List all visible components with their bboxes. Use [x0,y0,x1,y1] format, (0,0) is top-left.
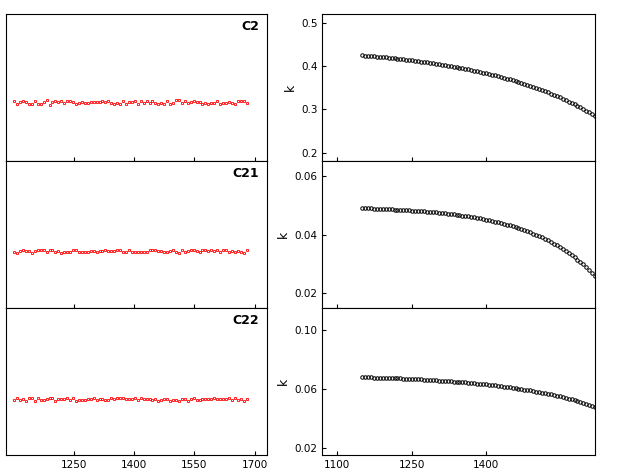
Text: C22: C22 [232,314,259,327]
Y-axis label: k: k [277,231,290,238]
Text: C21: C21 [232,167,259,180]
X-axis label: $\lambda$ (nm): $\lambda$ (nm) [117,182,156,194]
Y-axis label: k: k [277,378,290,385]
Y-axis label: k: k [284,84,297,91]
Text: C2: C2 [241,20,259,33]
X-axis label: $\lambda$ (nm): $\lambda$ (nm) [440,182,478,194]
X-axis label: $\lambda$ (nm): $\lambda$ (nm) [440,328,478,341]
X-axis label: $\lambda$ (nm): $\lambda$ (nm) [117,328,156,341]
